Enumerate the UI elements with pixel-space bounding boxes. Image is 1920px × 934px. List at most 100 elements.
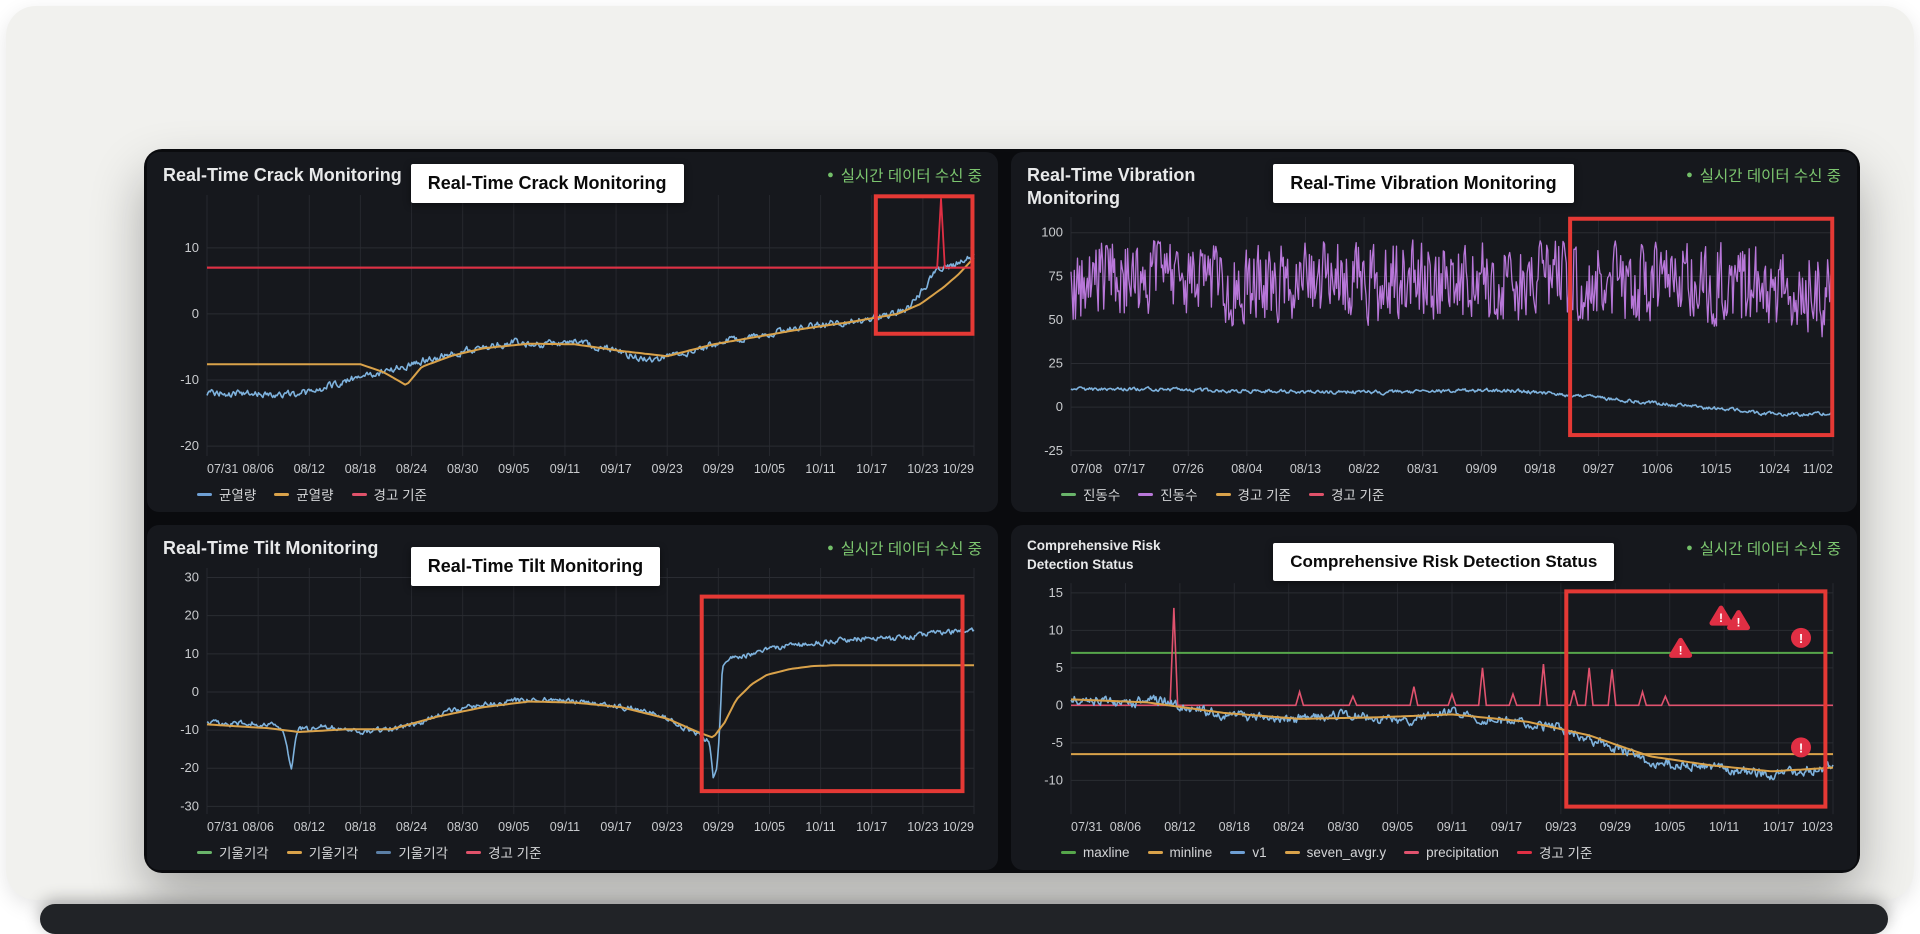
svg-text:10/05: 10/05	[754, 462, 785, 476]
legend-color-dash	[1404, 850, 1420, 854]
app-surface: Real-Time Crack Monitoring ● 실시간 데이터 수신 …	[6, 6, 1914, 900]
status-text: 실시간 데이터 수신 중	[1699, 541, 1841, 558]
svg-text:09/11: 09/11	[550, 820, 580, 834]
svg-text:10/29: 10/29	[943, 820, 974, 834]
status-text: 실시간 데이터 수신 중	[840, 541, 982, 558]
monitoring-dashboard: Real-Time Crack Monitoring ● 실시간 데이터 수신 …	[144, 149, 1860, 873]
chart-legend: 균열량 균열량 경고 기준	[163, 482, 982, 506]
status-dot-icon: ●	[1686, 168, 1693, 181]
svg-text:-10: -10	[180, 372, 199, 387]
svg-text:08/12: 08/12	[294, 462, 325, 476]
legend-item[interactable]: 경고 기준	[1215, 484, 1291, 504]
svg-text:10/23: 10/23	[1802, 820, 1833, 834]
legend-item[interactable]: minline	[1147, 844, 1213, 860]
svg-text:15: 15	[1049, 585, 1063, 600]
legend-label: minline	[1169, 844, 1213, 860]
svg-text:08/18: 08/18	[1219, 820, 1250, 834]
svg-text:10/06: 10/06	[1642, 462, 1673, 476]
panel-header: Real-Time Crack Monitoring ● 실시간 데이터 수신 …	[163, 164, 982, 187]
svg-text:08/04: 08/04	[1231, 462, 1262, 476]
legend-item[interactable]: 경고 기준	[466, 842, 542, 862]
svg-text:07/26: 07/26	[1173, 462, 1204, 476]
legend-item[interactable]: 균열량	[197, 484, 256, 504]
panel-title: Real-Time Crack Monitoring	[163, 165, 402, 185]
status-dot-icon: ●	[827, 168, 834, 181]
svg-text:-10: -10	[1044, 772, 1063, 787]
chart-legend: 진동수 진동수 경고 기준 경고 기준	[1027, 482, 1841, 506]
legend-item[interactable]: v1	[1230, 845, 1267, 860]
risk-chart-canvas[interactable]: 07/31 08/06 08/12 08/18 08/24 08/30 09/05 09/11…	[1027, 575, 1841, 838]
legend-item[interactable]: precipitation	[1404, 845, 1499, 860]
legend-label: 기울기각	[308, 846, 359, 861]
overlay-label: Comprehensive Risk Detection Status	[1273, 543, 1615, 581]
legend-item[interactable]: 진동수	[1061, 484, 1120, 504]
legend-label: 경고 기준	[1538, 846, 1593, 861]
svg-text:10/24: 10/24	[1759, 462, 1790, 476]
svg-text:09/23: 09/23	[652, 820, 683, 834]
svg-text:50: 50	[1049, 312, 1063, 327]
svg-text:0: 0	[192, 684, 199, 699]
svg-text:30: 30	[185, 570, 199, 585]
legend-item[interactable]: 균열량	[274, 484, 334, 504]
svg-text:0: 0	[1056, 697, 1063, 712]
panel-header: Comprehensive Risk Detection Status ● 실시…	[1027, 537, 1841, 575]
panel-header: Real-Time Tilt Monitoring ● 실시간 데이터 수신 중	[163, 537, 982, 560]
vibration-chart-canvas[interactable]: 07/08 07/17 07/26 08/04 08/13 08/22 08/31 09/09…	[1027, 209, 1841, 480]
background-window-edge	[40, 904, 1888, 934]
legend-item[interactable]: 진동수	[1138, 484, 1198, 504]
svg-text:-5: -5	[1051, 735, 1063, 750]
svg-text:09/09: 09/09	[1466, 462, 1497, 476]
svg-text:09/17: 09/17	[600, 820, 631, 834]
legend-color-dash	[466, 850, 482, 854]
svg-text:10/11: 10/11	[805, 462, 835, 476]
status-dot-icon: ●	[1686, 541, 1693, 554]
svg-text:10: 10	[185, 646, 199, 661]
svg-text:09/23: 09/23	[652, 462, 683, 476]
svg-text:10/17: 10/17	[856, 462, 887, 476]
svg-text:10/15: 10/15	[1700, 462, 1731, 476]
legend-color-dash	[1308, 492, 1324, 496]
svg-text:08/06: 08/06	[1110, 820, 1141, 834]
svg-text:08/30: 08/30	[1328, 820, 1359, 834]
tilt-chart-canvas[interactable]: 07/31 08/06 08/12 08/18 08/24 08/30 09/05 09/11…	[163, 560, 982, 838]
legend-item[interactable]: 기울기각	[376, 842, 448, 862]
panel-vibration-monitoring: Real-Time Vibration Monitoring ● 실시간 데이터…	[1011, 152, 1857, 512]
svg-text:75: 75	[1049, 268, 1063, 283]
legend-color-dash	[1061, 492, 1076, 496]
panel-tilt-monitoring: Real-Time Tilt Monitoring ● 실시간 데이터 수신 중…	[147, 525, 998, 870]
panel-title: Real-Time Tilt Monitoring	[163, 538, 379, 558]
legend-item[interactable]: 경고 기준	[1308, 484, 1384, 504]
live-status: ● 실시간 데이터 수신 중	[827, 164, 982, 186]
chart-legend: maxline minline v1 seven_avgr.y precipitatio…	[1027, 840, 1841, 864]
svg-text:10: 10	[185, 240, 199, 255]
svg-text:09/11: 09/11	[1437, 820, 1467, 834]
legend-label: 경고 기준	[1237, 488, 1291, 503]
legend-label: precipitation	[1426, 844, 1499, 860]
legend-label: 진동수	[1083, 488, 1121, 503]
panel-title: Comprehensive Risk Detection Status	[1027, 538, 1161, 572]
svg-text:!: !	[1719, 611, 1723, 625]
svg-text:10: 10	[1049, 622, 1063, 637]
panel-header: Real-Time Vibration Monitoring ● 실시간 데이터…	[1027, 164, 1841, 209]
svg-text:08/12: 08/12	[294, 820, 325, 834]
legend-item[interactable]: 기울기각	[286, 842, 359, 862]
svg-text:08/13: 08/13	[1290, 462, 1321, 476]
svg-text:20: 20	[185, 608, 199, 623]
legend-color-dash	[274, 492, 290, 496]
legend-item[interactable]: 기울기각	[197, 842, 269, 862]
crack-chart-canvas[interactable]: 07/31 08/06 08/12 08/18 08/24 08/30 09/05 09/11…	[163, 187, 982, 480]
legend-item[interactable]: maxline	[1061, 845, 1130, 860]
svg-text:!: !	[1737, 615, 1741, 629]
legend-item[interactable]: seven_avgr.y	[1284, 845, 1386, 860]
legend-item[interactable]: 경고 기준	[351, 484, 427, 504]
legend-label: 균열량	[296, 488, 334, 503]
svg-text:08/12: 08/12	[1164, 820, 1195, 834]
legend-label: 경고 기준	[373, 488, 427, 503]
legend-color-dash	[1215, 492, 1231, 496]
svg-text:10/05: 10/05	[754, 820, 785, 834]
legend-item[interactable]: 경고 기준	[1516, 842, 1593, 862]
svg-text:09/29: 09/29	[703, 820, 734, 834]
svg-text:09/23: 09/23	[1545, 820, 1576, 834]
svg-text:25: 25	[1049, 356, 1063, 371]
svg-text:09/17: 09/17	[1491, 820, 1522, 834]
